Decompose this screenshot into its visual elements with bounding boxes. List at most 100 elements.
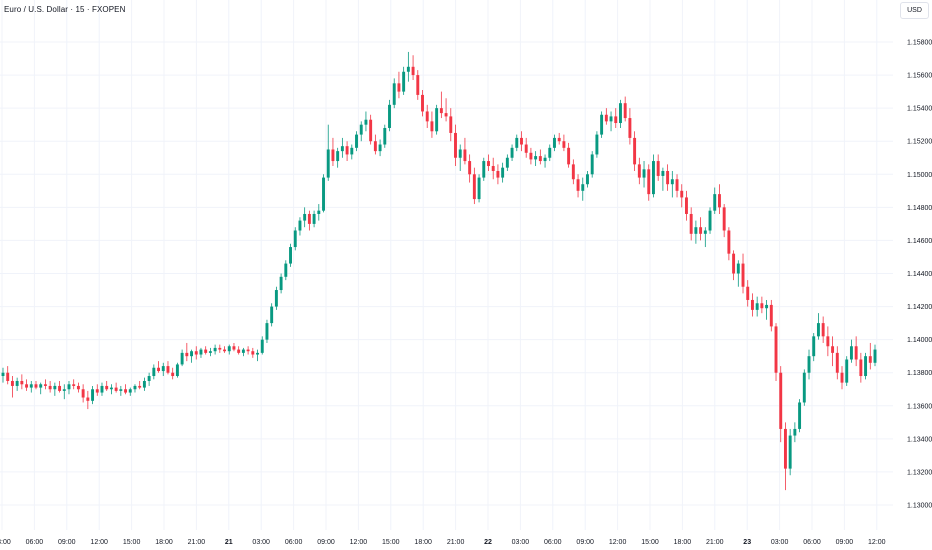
candle	[322, 174, 325, 213]
candle-body	[364, 119, 368, 125]
candle	[684, 190, 688, 221]
candle	[345, 141, 349, 162]
time-tick-label: 12:00	[90, 539, 108, 546]
candle	[779, 366, 783, 443]
candle	[835, 346, 839, 380]
candle	[128, 387, 132, 396]
candle	[703, 227, 707, 248]
candle-body	[119, 389, 123, 391]
time-tick-label: 12:00	[609, 539, 627, 546]
candle	[336, 147, 340, 168]
candle-body	[600, 114, 604, 135]
candle-body	[439, 108, 443, 114]
candle-body	[609, 116, 613, 122]
candle-body	[95, 389, 99, 393]
candle-body	[312, 213, 316, 224]
candle-body	[190, 351, 194, 357]
candle	[769, 299, 773, 332]
candle-body	[284, 263, 288, 277]
candle	[279, 273, 283, 294]
candle-body	[62, 389, 66, 391]
candle-body	[567, 147, 571, 165]
candle-body	[180, 352, 184, 365]
candle-body	[477, 177, 481, 200]
candle	[152, 364, 156, 380]
candle-body	[1, 372, 5, 377]
price-axis[interactable]: 1.15800 1.15600 1.15400 1.15200 1.15000 1.148…	[907, 40, 932, 510]
candle	[256, 349, 259, 362]
candle	[670, 170, 674, 198]
candle-body	[388, 104, 391, 128]
candle-body	[166, 366, 170, 373]
candle-body	[595, 134, 599, 155]
candle-body	[637, 164, 641, 178]
candle	[421, 89, 424, 117]
price-tick-label: 1.14400	[907, 271, 932, 278]
candle-body	[303, 213, 307, 221]
candle-body	[100, 385, 104, 393]
candle	[303, 207, 307, 228]
candle-body	[124, 389, 128, 393]
candle	[604, 108, 608, 125]
candle-body	[831, 346, 835, 353]
candle	[39, 382, 43, 395]
time-axis[interactable]: 03:00 06:00 09:00 12:00 15:00 18:00 21:00 21 03:…	[0, 539, 886, 546]
candle-body	[670, 179, 674, 185]
candle	[373, 134, 377, 155]
currency-button[interactable]: USD	[900, 2, 929, 19]
candle-body	[274, 290, 278, 307]
candle	[798, 399, 802, 433]
candle-body	[350, 147, 354, 155]
candle	[675, 174, 679, 198]
candle-body	[524, 144, 528, 153]
time-tick-label: 21:00	[706, 539, 724, 546]
candle-body	[732, 253, 736, 274]
price-tick-label: 1.13200	[907, 469, 932, 476]
candle	[699, 217, 703, 241]
time-tick-label: 06:00	[544, 539, 562, 546]
candle	[449, 108, 453, 142]
candle	[713, 187, 717, 214]
candle	[161, 362, 165, 377]
candle-body	[241, 349, 245, 353]
candle	[411, 55, 415, 81]
candle-body	[619, 103, 622, 124]
candle-body	[868, 356, 872, 363]
candle	[67, 380, 71, 395]
candle	[369, 114, 373, 145]
candle	[180, 349, 184, 367]
candle-body	[802, 372, 806, 403]
candle-body	[454, 132, 457, 158]
candle	[529, 147, 533, 165]
candle-body	[307, 213, 311, 224]
candle-body	[48, 385, 52, 390]
candle-body	[67, 384, 71, 390]
time-tick-label: 03:00	[252, 539, 270, 546]
candle-body	[355, 134, 358, 148]
candle	[732, 250, 736, 281]
candle	[708, 207, 712, 234]
price-tick-label: 1.15600	[907, 73, 932, 80]
candle-body	[717, 194, 721, 208]
candle-body	[29, 384, 33, 388]
candle-body	[708, 210, 712, 231]
candle-body	[765, 304, 769, 309]
price-tick-label: 1.14200	[907, 304, 932, 311]
candle-body	[218, 347, 222, 350]
candle-body	[208, 351, 212, 353]
candle-body	[864, 356, 868, 377]
price-tick-label: 1.13000	[907, 503, 932, 510]
candle	[416, 70, 420, 100]
candle	[619, 99, 622, 128]
candle	[392, 78, 396, 109]
candle-body	[774, 326, 778, 373]
candle	[788, 428, 792, 476]
candle-body	[336, 151, 340, 162]
candle-body	[713, 194, 717, 211]
candle-body	[722, 207, 726, 231]
candle-body	[204, 349, 208, 353]
candle-body	[326, 149, 330, 178]
candle	[383, 124, 387, 148]
candle-body	[317, 210, 321, 214]
